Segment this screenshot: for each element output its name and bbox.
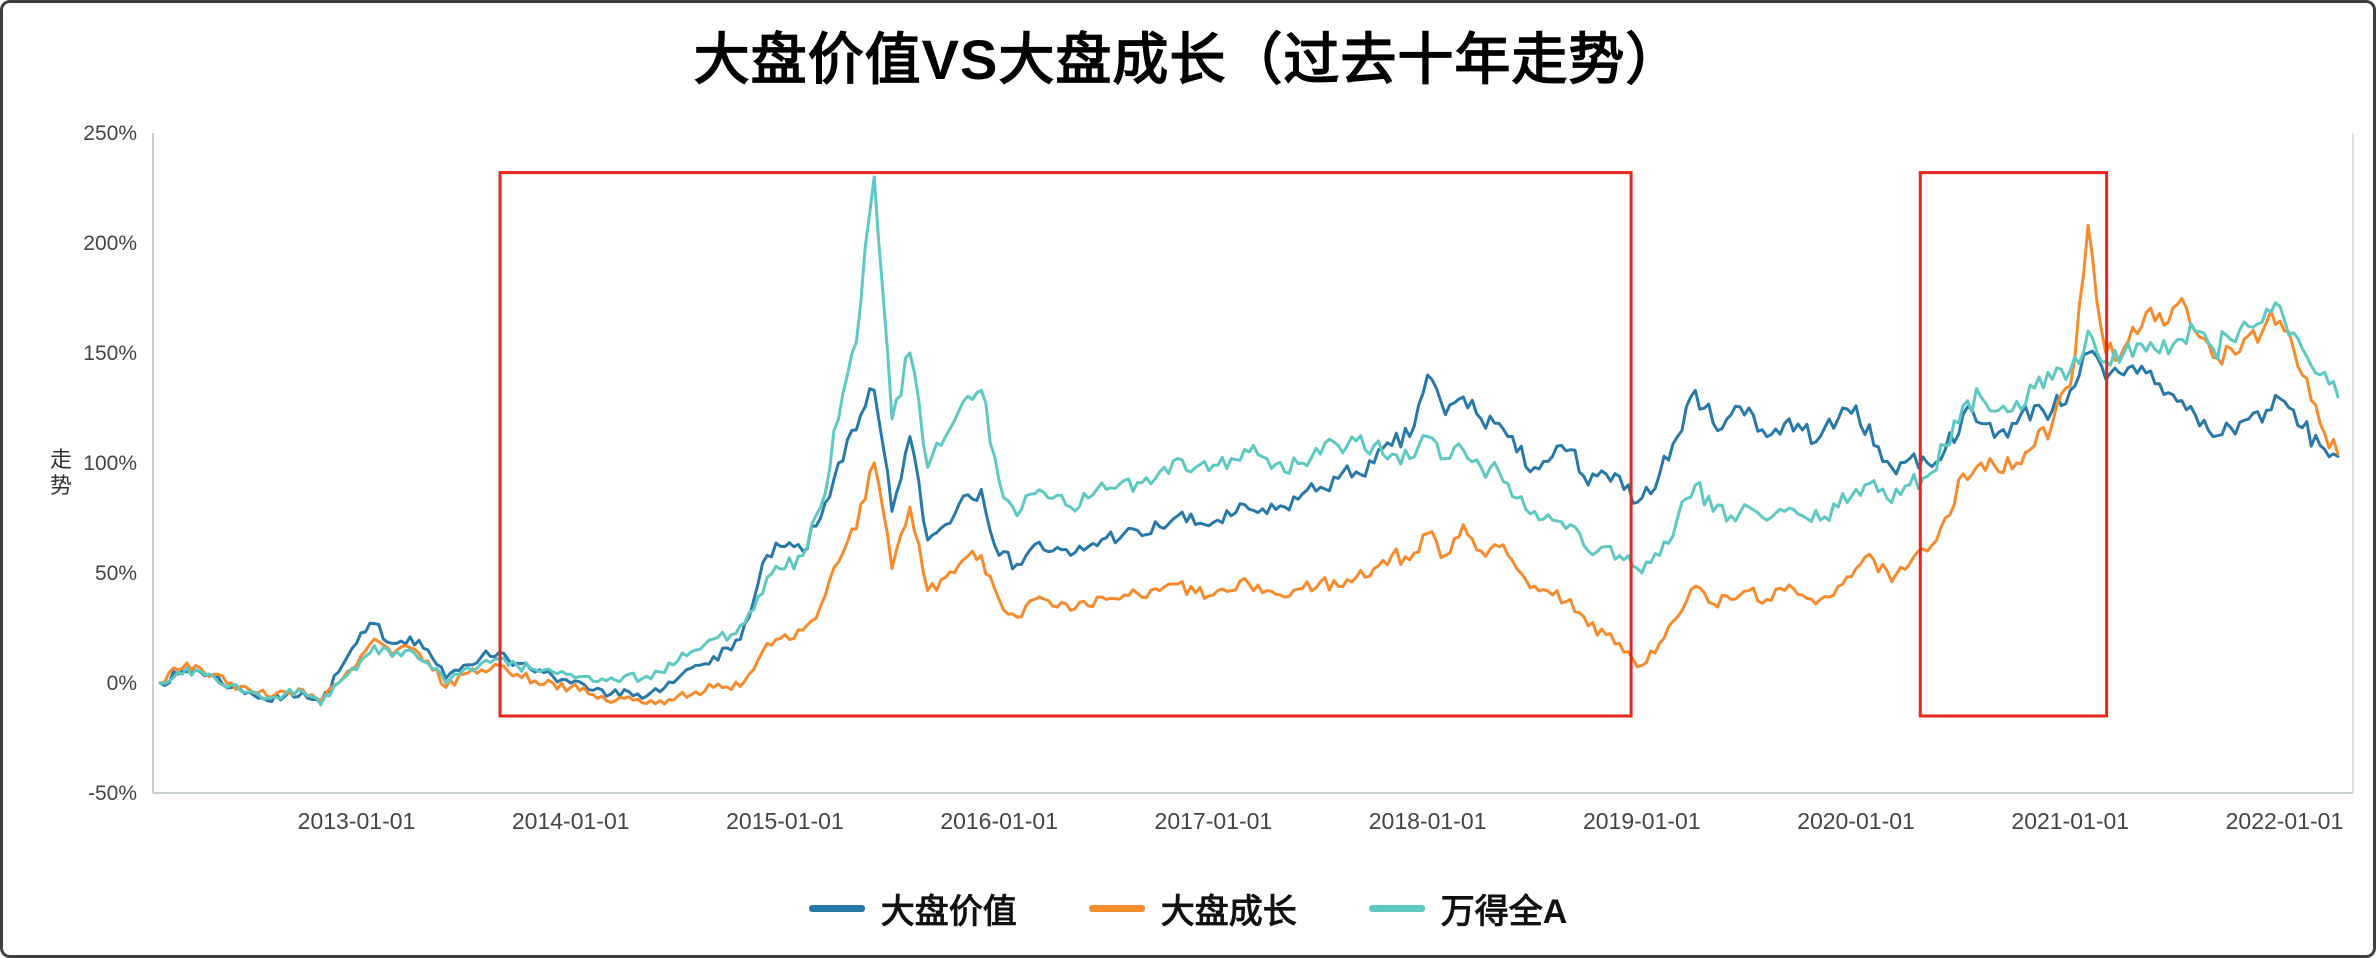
x-tick-label: 2014-01-01 <box>512 808 630 834</box>
legend-label-growth: 大盘成长 <box>1160 893 1297 931</box>
y-tick-label: 50% <box>95 562 137 585</box>
x-tick-label: 2013-01-01 <box>298 808 416 834</box>
x-tick-label: 2016-01-01 <box>940 808 1058 834</box>
y-tick-label: -50% <box>88 782 137 805</box>
y-axis-label: 走势 <box>47 447 72 500</box>
x-tick-label: 2017-01-01 <box>1155 808 1273 834</box>
x-tick-label: 2018-01-01 <box>1369 808 1487 834</box>
highlight-box-1 <box>498 171 1633 718</box>
x-tick-label: 2015-01-01 <box>726 808 844 834</box>
series-line-1 <box>158 223 2340 706</box>
y-tick-label: 0% <box>107 672 137 695</box>
y-tick-label: 200% <box>83 232 137 255</box>
x-tick-label: 2019-01-01 <box>1583 808 1701 834</box>
legend-item-windall[interactable]: 万得全A <box>1368 884 1568 933</box>
x-tick-label: 2022-01-01 <box>2226 808 2344 834</box>
legend-label-windall: 万得全A <box>1440 893 1568 931</box>
x-tick-label: 2021-01-01 <box>2011 808 2129 834</box>
growth-series-swatch-icon <box>1088 905 1145 912</box>
plot-area: 250% 200% 150% 100% 50% 0% -50% 2013-01-01 2014-… <box>83 122 2354 834</box>
legend-item-growth[interactable]: 大盘成长 <box>1088 884 1297 933</box>
legend: 大盘价值 大盘成长 万得全A <box>3 884 2373 933</box>
value-series-swatch-icon <box>808 905 865 912</box>
y-tick-label: 250% <box>83 122 137 145</box>
y-tick-label: 150% <box>83 342 137 365</box>
series-line-2 <box>158 175 2340 707</box>
series-line-0 <box>158 349 2340 705</box>
y-tick-label: 100% <box>83 452 137 475</box>
x-tick-label: 2020-01-01 <box>1797 808 1915 834</box>
highlight-box-2 <box>1918 171 2109 718</box>
legend-label-value: 大盘价值 <box>880 893 1017 931</box>
windall-series-swatch-icon <box>1368 905 1425 912</box>
legend-item-value[interactable]: 大盘价值 <box>808 884 1017 933</box>
chart-title: 大盘价值VS大盘成长（过去十年走势） <box>693 28 1683 91</box>
